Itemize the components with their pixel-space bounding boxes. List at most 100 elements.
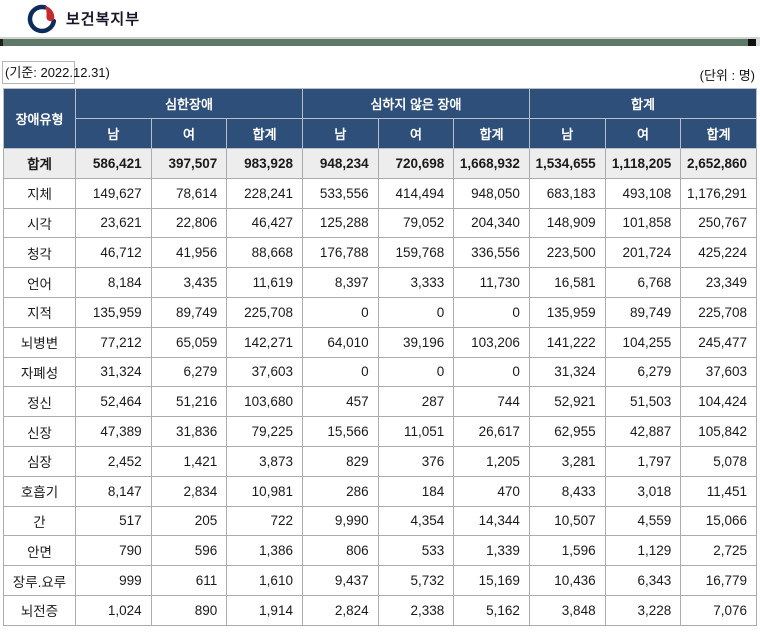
ministry-logo: 보건복지부 (27, 4, 140, 34)
value-cell: 999 (75, 565, 152, 596)
value-cell: 948,050 (453, 177, 530, 209)
table-row: 정신 52,464 51,216 103,680 457 287 744 52,921 51,5… (3, 386, 757, 418)
value-cell: 425,224 (680, 237, 757, 269)
row-label: 심장 (3, 445, 76, 477)
value-cell: 250,767 (680, 207, 757, 239)
table-row: 합계 586,421 397,507 983,928 948,234 720,698 1,6… (3, 148, 757, 179)
value-cell: 9,437 (301, 565, 379, 596)
subheader-notsevere-female: 여 (377, 118, 455, 149)
value-cell: 3,281 (528, 445, 606, 477)
value-cell: 517 (75, 505, 152, 537)
value-cell: 6,768 (604, 267, 682, 298)
table-row: 뇌병변 77,212 65,059 142,271 64,010 39,196 103,20… (3, 326, 757, 358)
table-row: 뇌전증 1,024 890 1,914 2,824 2,338 5,162 3,848 3,22… (3, 594, 757, 626)
value-cell: 79,225 (226, 416, 303, 447)
value-cell: 890 (150, 594, 228, 626)
site-header: 보건복지부 (0, 0, 760, 37)
value-cell: 533,556 (301, 177, 379, 209)
value-cell: 0 (453, 296, 530, 328)
table-row: 자폐성 31,324 6,279 37,603 0 0 0 31,324 6,279 37,603 (3, 356, 757, 388)
meta-row: (기준: 2022.12.31) (단위 : 명) (0, 46, 760, 88)
value-cell: 2,652,860 (680, 148, 757, 179)
value-cell: 79,052 (377, 207, 455, 239)
table-body: 합계 586,421 397,507 983,928 948,234 720,698 1,6… (3, 148, 757, 626)
value-cell: 89,749 (604, 296, 682, 328)
value-cell: 0 (301, 296, 379, 328)
subheader-notsevere-total: 합계 (453, 118, 530, 149)
value-cell: 47,389 (75, 416, 152, 447)
value-cell: 204,340 (453, 207, 530, 239)
value-cell: 1,668,932 (453, 148, 530, 179)
table-row: 시각 23,621 22,806 46,427 125,288 79,052 204,340… (3, 207, 757, 239)
value-cell: 8,397 (301, 267, 379, 298)
value-cell: 22,806 (150, 207, 228, 239)
value-cell: 16,581 (528, 267, 606, 298)
value-cell: 10,981 (226, 475, 303, 507)
table-row: 언어 8,184 3,435 11,619 8,397 3,333 11,730 16,581… (3, 267, 757, 298)
reference-date-label: (기준: 2022.12.31) (2, 61, 110, 84)
table-row: 안면 790 596 1,386 806 533 1,339 1,596 1,129 2,725 (3, 535, 757, 567)
table-row: 청각 46,712 41,956 88,668 176,788 159,768 336,55… (3, 237, 757, 269)
value-cell: 10,507 (528, 505, 606, 537)
value-cell: 223,500 (528, 237, 606, 269)
value-cell: 983,928 (226, 148, 303, 179)
value-cell: 806 (301, 535, 379, 567)
value-cell: 1,205 (453, 445, 530, 477)
value-cell: 142,271 (226, 326, 303, 358)
value-cell: 9,990 (301, 505, 379, 537)
divider-hairline (0, 37, 760, 39)
value-cell: 611 (150, 565, 228, 596)
row-label: 언어 (3, 267, 76, 298)
value-cell: 104,424 (680, 386, 757, 418)
row-label: 장루.요루 (3, 565, 76, 596)
row-label: 뇌병변 (3, 326, 76, 358)
row-label: 호흡기 (3, 475, 76, 507)
value-cell: 7,076 (680, 594, 757, 626)
value-cell: 201,724 (604, 237, 682, 269)
value-cell: 1,024 (75, 594, 152, 626)
value-cell: 1,339 (453, 535, 530, 567)
table-row: 심장 2,452 1,421 3,873 829 376 1,205 3,281 1,797 5,… (3, 445, 757, 477)
subheader-notsevere-male: 남 (301, 118, 379, 149)
table-row: 지체 149,627 78,614 228,241 533,556 414,494 948,… (3, 177, 757, 209)
value-cell: 10,436 (528, 565, 606, 596)
row-label: 시각 (3, 207, 76, 239)
value-cell: 77,212 (75, 326, 152, 358)
value-cell: 3,848 (528, 594, 606, 626)
value-cell: 23,349 (680, 267, 757, 298)
divider-right-cap (748, 39, 756, 46)
table-row: 지적 135,959 89,749 225,708 0 0 0 135,959 89,749 22… (3, 296, 757, 328)
value-cell: 11,619 (226, 267, 303, 298)
value-cell: 52,464 (75, 386, 152, 418)
value-cell: 46,712 (75, 237, 152, 269)
value-cell: 62,955 (528, 416, 606, 447)
table-row: 호흡기 8,147 2,834 10,981 286 184 470 8,433 3,018 11… (3, 475, 757, 507)
value-cell: 23,621 (75, 207, 152, 239)
unit-label: (단위 : 명) (699, 68, 755, 83)
value-cell: 176,788 (301, 237, 379, 269)
value-cell: 37,603 (680, 356, 757, 388)
value-cell: 245,477 (680, 326, 757, 358)
value-cell: 0 (453, 356, 530, 388)
value-cell: 2,452 (75, 445, 152, 477)
divider-bar (3, 39, 748, 46)
value-cell: 8,433 (528, 475, 606, 507)
value-cell: 2,725 (680, 535, 757, 567)
value-cell: 104,255 (604, 326, 682, 358)
value-cell: 37,603 (226, 356, 303, 388)
value-cell: 15,066 (680, 505, 757, 537)
value-cell: 205 (150, 505, 228, 537)
value-cell: 397,507 (150, 148, 228, 179)
row-label: 자폐성 (3, 356, 76, 388)
value-cell: 159,768 (377, 237, 455, 269)
value-cell: 948,234 (301, 148, 379, 179)
value-cell: 493,108 (604, 177, 682, 209)
subheader-severe-total: 합계 (226, 118, 303, 149)
value-cell: 1,176,291 (680, 177, 757, 209)
taegeuk-emblem-icon (27, 4, 57, 33)
value-cell: 141,222 (528, 326, 606, 358)
value-cell: 0 (377, 356, 455, 388)
value-cell: 3,333 (377, 267, 455, 298)
value-cell: 46,427 (226, 207, 303, 239)
row-label: 청각 (3, 237, 76, 269)
